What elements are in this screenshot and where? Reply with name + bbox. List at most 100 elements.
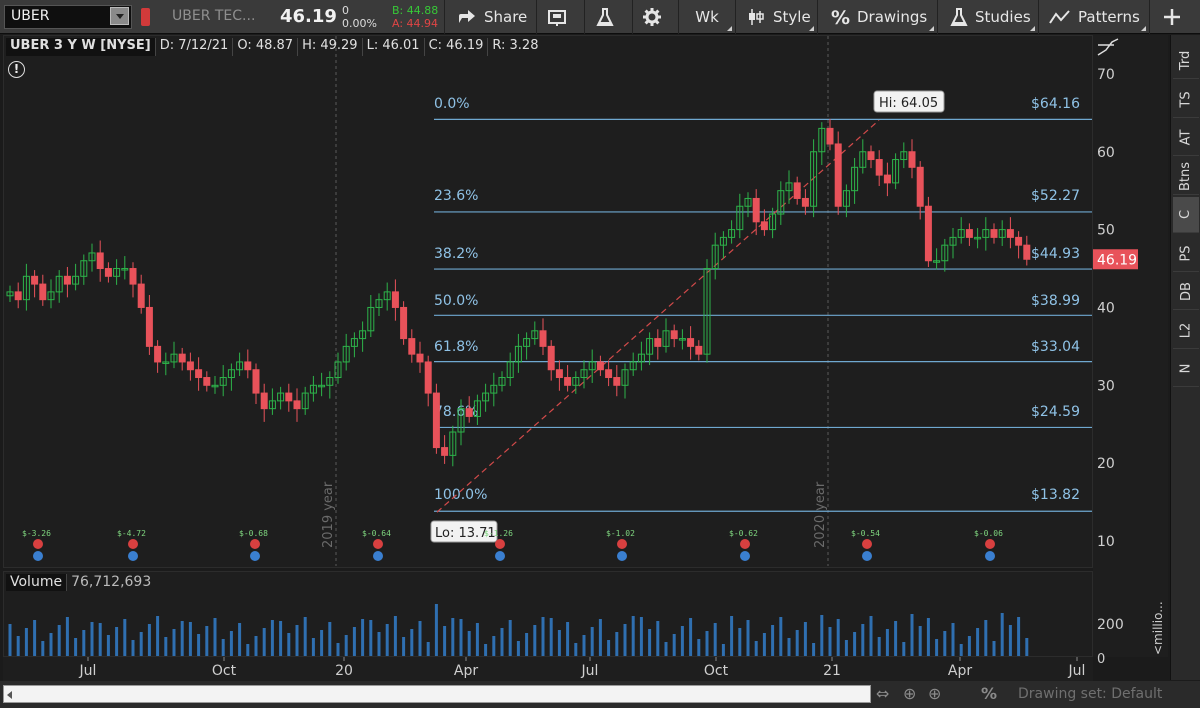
candle-body: [104, 268, 112, 277]
candle-body: [588, 361, 596, 371]
earnings-eps: $-1.02: [606, 529, 635, 538]
price-tick-label: 20: [1097, 456, 1115, 472]
candle-body: [490, 384, 498, 394]
candle-body: [63, 275, 71, 285]
candle-body: [88, 252, 96, 262]
hi-label-box: [873, 90, 945, 113]
volume-bar: [82, 630, 86, 656]
candle-body: [514, 345, 522, 363]
volume-bar: [967, 636, 971, 656]
bid-ask: B: 44.88 A: 44.94: [392, 4, 438, 30]
zoom-icon[interactable]: ⊕: [928, 684, 942, 703]
volume-bar: [795, 630, 799, 656]
volume-bar: [402, 637, 406, 656]
settings-button[interactable]: [632, 0, 678, 34]
drawings-button[interactable]: % Drawings: [817, 0, 937, 34]
lab-button[interactable]: [584, 0, 632, 34]
candle-body: [1015, 236, 1023, 246]
candle-body: [523, 338, 531, 347]
volume-bar: [279, 621, 283, 656]
link-color-chip[interactable]: [141, 8, 150, 26]
volume-bar: [467, 631, 471, 656]
chart-symbol-title[interactable]: UBER 3 Y W [NYSE]: [6, 38, 156, 56]
right-tab-trd[interactable]: Trd: [1173, 43, 1199, 79]
dividend-marker-icon: [862, 551, 872, 561]
right-tab-ps[interactable]: PS: [1173, 236, 1199, 272]
time-axis-label: Oct: [704, 663, 729, 679]
fib-level-price: $24.59: [1031, 404, 1080, 420]
patterns-button[interactable]: Patterns: [1038, 0, 1149, 34]
earnings-eps: $-0.64: [362, 529, 391, 538]
right-tab-label: N: [1178, 363, 1194, 374]
candle-body: [252, 369, 260, 394]
right-tab-ts[interactable]: TS: [1173, 82, 1199, 118]
volume-bar: [541, 617, 545, 656]
candle-body: [293, 400, 301, 410]
symbol-dropdown-button[interactable]: [110, 7, 129, 25]
current-price-label: 46.19: [1097, 252, 1137, 268]
style-button[interactable]: Style: [735, 0, 817, 34]
volume-bar: [426, 642, 430, 656]
volume-bar: [156, 616, 160, 656]
right-tab-l2[interactable]: L2: [1173, 313, 1199, 349]
candle-body: [195, 369, 203, 379]
candle-body: [982, 229, 990, 238]
volume-bar: [213, 618, 217, 656]
volume-bar: [434, 604, 438, 656]
bid-price: B: 44.88: [392, 4, 439, 17]
percent-icon[interactable]: %: [981, 684, 998, 703]
volume-bar: [57, 625, 61, 656]
right-tab-db[interactable]: DB: [1173, 274, 1199, 310]
candle-body: [162, 361, 170, 364]
time-axis[interactable]: [3, 657, 1093, 681]
volume-bar: [516, 641, 520, 656]
candle-body: [137, 283, 145, 308]
volume-bar: [197, 634, 201, 656]
candle-body: [227, 369, 235, 379]
candle-body: [121, 268, 129, 271]
price-tick-label: 50: [1097, 223, 1115, 239]
gear-icon: [643, 8, 661, 26]
percent-change-value: 0.00%: [342, 17, 377, 30]
right-side-tabs: Trd TS AT Btns C PS DB L2 N: [1170, 35, 1200, 680]
bar-date: D: 7/12/21: [156, 38, 234, 56]
drawing-set-selector[interactable]: Drawing set: Default: [1018, 686, 1163, 702]
price-axis[interactable]: [1093, 35, 1168, 657]
right-tab-c[interactable]: C: [1173, 197, 1199, 233]
volume-bar: [369, 620, 373, 656]
candle-body: [785, 182, 793, 192]
volume-bar: [910, 614, 914, 656]
candle-body: [506, 361, 514, 379]
expand-icon[interactable]: ⇔: [876, 684, 890, 703]
volume-bar: [803, 622, 807, 656]
bar-open: O: 48.87: [233, 38, 299, 56]
volume-bar: [352, 627, 356, 656]
candle-body: [892, 159, 900, 184]
right-tab-at[interactable]: AT: [1173, 120, 1199, 156]
add-button[interactable]: [1149, 0, 1200, 34]
volume-bar: [74, 638, 78, 656]
horizontal-scrollbar[interactable]: [3, 685, 871, 703]
candle-body: [941, 244, 949, 262]
fib-level-price: $64.16: [1031, 96, 1080, 112]
aggregation-button[interactable]: Wk: [678, 0, 735, 34]
time-axis-label: Oct: [212, 663, 237, 679]
volume-bar: [24, 628, 28, 656]
scroll-left-arrow[interactable]: [7, 691, 12, 699]
volume-bar: [1025, 638, 1029, 656]
snapshot-button[interactable]: [536, 0, 584, 34]
candle-body: [350, 338, 358, 347]
crosshair-icon[interactable]: ⊕: [903, 684, 917, 703]
info-icon[interactable]: !: [8, 61, 25, 78]
candle-body: [432, 392, 440, 449]
right-tab-btns[interactable]: Btns: [1173, 159, 1199, 195]
time-axis-label: 20: [335, 663, 353, 679]
share-button[interactable]: Share: [444, 0, 536, 34]
volume-title[interactable]: Volume: [6, 574, 67, 591]
studies-label: Studies: [975, 8, 1031, 26]
price-chart-panel[interactable]: [3, 35, 1093, 568]
candle-body: [629, 361, 637, 371]
studies-button[interactable]: Studies: [937, 0, 1038, 34]
right-tab-n[interactable]: N: [1173, 351, 1199, 387]
volume-bar: [320, 630, 324, 656]
